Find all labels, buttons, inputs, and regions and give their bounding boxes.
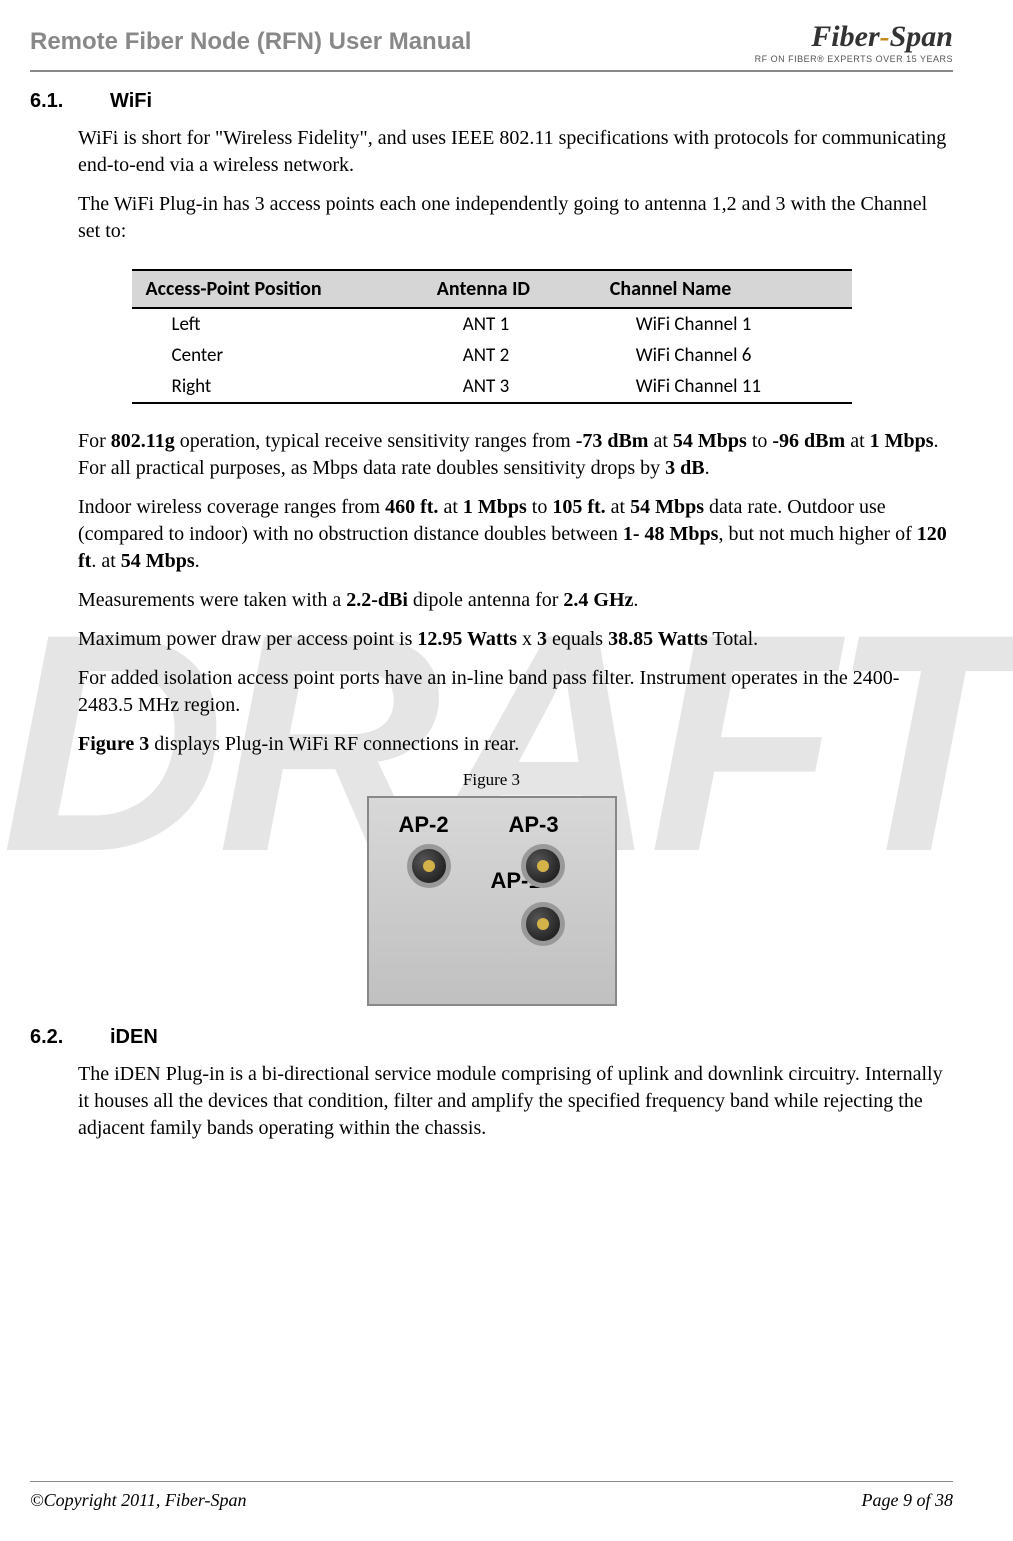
port-ap1-icon: [521, 902, 565, 946]
t: 3: [537, 628, 547, 650]
para-intro-2: The WiFi Plug-in has 3 access points eac…: [78, 191, 953, 245]
t: 105 ft.: [552, 496, 605, 518]
t: 1 Mbps: [463, 496, 527, 518]
para-coverage: Indoor wireless coverage ranges from 460…: [78, 494, 953, 575]
logo-text: Fiber-Span: [755, 20, 953, 54]
section-number: 6.2.: [30, 1026, 110, 1049]
para-power: Maximum power draw per access point is 1…: [78, 626, 953, 653]
t: at: [606, 496, 630, 518]
t: .: [633, 589, 638, 611]
t: Measurements were taken with a: [78, 589, 346, 611]
cell: WiFi Channel 1: [596, 308, 852, 340]
label-ap3: AP-3: [509, 812, 559, 838]
t: 12.95 Watts: [417, 628, 517, 650]
t: .: [705, 457, 710, 479]
t: , but not much higher of: [718, 523, 916, 545]
figure-caption: Figure 3: [30, 770, 953, 790]
t: 54 Mbps: [121, 550, 195, 572]
doc-title: Remote Fiber Node (RFN) User Manual: [30, 28, 471, 56]
t: at: [845, 430, 869, 452]
section-title: WiFi: [110, 90, 152, 112]
t: -96 dBm: [772, 430, 845, 452]
table-row: Left ANT 1 WiFi Channel 1: [132, 308, 852, 340]
para-intro-1: WiFi is short for "Wireless Fidelity", a…: [78, 125, 953, 179]
t: dipole antenna for: [408, 589, 564, 611]
col-position: Access-Point Position: [132, 270, 423, 308]
page-footer: ©Copyright 2011, Fiber-Span Page 9 of 38: [30, 1481, 953, 1511]
page-header: Remote Fiber Node (RFN) User Manual Fibe…: [30, 20, 953, 72]
para-isolation: For added isolation access point ports h…: [78, 665, 953, 719]
t: 802.11g: [111, 430, 175, 452]
t: 3 dB: [665, 457, 704, 479]
cell: WiFi Channel 6: [596, 340, 852, 371]
col-channel: Channel Name: [596, 270, 852, 308]
t: Maximum power draw per access point is: [78, 628, 417, 650]
brand-logo: Fiber-Span RF ON FIBER® EXPERTS OVER 15 …: [755, 20, 953, 64]
t: 38.85 Watts: [608, 628, 708, 650]
cell: Right: [132, 371, 423, 403]
table-row: Right ANT 3 WiFi Channel 11: [132, 371, 852, 403]
t: 2.2-dBi: [346, 589, 408, 611]
para-iden: The iDEN Plug-in is a bi-directional ser…: [78, 1061, 953, 1142]
t: operation, typical receive sensitivity r…: [175, 430, 576, 452]
cell: ANT 3: [423, 371, 596, 403]
para-figref: Figure 3 displays Plug-in WiFi RF connec…: [78, 731, 953, 758]
label-ap2: AP-2: [399, 812, 449, 838]
t: Indoor wireless coverage ranges from: [78, 496, 385, 518]
page-number: Page 9 of 38: [862, 1490, 954, 1511]
section-title: iDEN: [110, 1026, 158, 1048]
logo-accent: -: [880, 20, 890, 53]
access-point-table: Access-Point Position Antenna ID Channel…: [132, 269, 852, 404]
cell: Center: [132, 340, 423, 371]
t: For: [78, 430, 111, 452]
t: 54 Mbps: [630, 496, 704, 518]
t: at: [438, 496, 462, 518]
t: at: [648, 430, 672, 452]
figure-3-diagram: AP-2 AP-3 AP-1: [367, 796, 617, 1006]
t: to: [747, 430, 773, 452]
port-ap3-icon: [521, 844, 565, 888]
section-number: 6.1.: [30, 90, 110, 113]
section-6-1-heading: 6.1.WiFi: [30, 90, 953, 113]
t: .: [195, 550, 200, 572]
t: displays Plug-in WiFi RF connections in …: [149, 733, 519, 755]
logo-post: Span: [890, 20, 953, 53]
section-6-2-heading: 6.2.iDEN: [30, 1026, 953, 1049]
logo-pre: Fiber: [811, 20, 879, 53]
t: Total.: [708, 628, 758, 650]
table-row: Center ANT 2 WiFi Channel 6: [132, 340, 852, 371]
cell: ANT 1: [423, 308, 596, 340]
cell: WiFi Channel 11: [596, 371, 852, 403]
t: -73 dBm: [576, 430, 649, 452]
logo-tagline: RF ON FIBER® EXPERTS OVER 15 YEARS: [755, 54, 953, 64]
table-header-row: Access-Point Position Antenna ID Channel…: [132, 270, 852, 308]
col-antenna: Antenna ID: [423, 270, 596, 308]
t: Figure 3: [78, 733, 149, 755]
t: 1 Mbps: [870, 430, 934, 452]
port-ap2-icon: [407, 844, 451, 888]
t: 2.4 GHz: [563, 589, 633, 611]
cell: Left: [132, 308, 423, 340]
t: 460 ft.: [385, 496, 438, 518]
t: . at: [91, 550, 120, 572]
t: to: [527, 496, 553, 518]
para-sensitivity: For 802.11g operation, typical receive s…: [78, 428, 953, 482]
t: equals: [547, 628, 608, 650]
t: 54 Mbps: [673, 430, 747, 452]
cell: ANT 2: [423, 340, 596, 371]
para-measurement: Measurements were taken with a 2.2-dBi d…: [78, 587, 953, 614]
copyright-text: ©Copyright 2011, Fiber-Span: [30, 1490, 246, 1511]
t: 1- 48 Mbps: [623, 523, 719, 545]
t: x: [517, 628, 537, 650]
